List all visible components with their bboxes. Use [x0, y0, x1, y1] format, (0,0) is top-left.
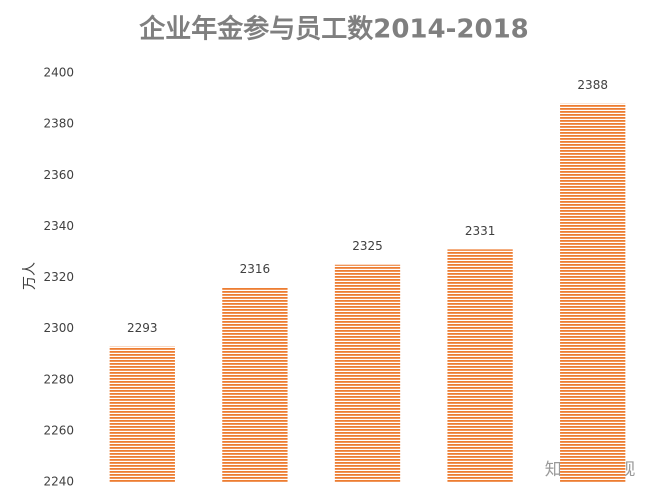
y-tick-label: 2340	[43, 219, 74, 233]
y-tick-label: 2300	[43, 321, 74, 335]
y-tick-label: 2320	[43, 270, 74, 284]
bar	[222, 287, 288, 482]
bar	[447, 249, 513, 482]
y-tick-label: 2240	[43, 475, 74, 489]
y-tick-label: 2360	[43, 168, 74, 182]
bar	[334, 264, 401, 482]
y-tick-label: 2380	[43, 117, 74, 131]
data-label: 2325	[352, 239, 383, 253]
data-label: 2316	[240, 262, 271, 276]
y-axis-label: 万人	[22, 262, 38, 290]
chart-title: 企业年金参与员工数2014-2018	[139, 14, 529, 45]
y-tick-label: 2400	[43, 66, 74, 80]
y-tick-label: 2280	[43, 372, 74, 386]
data-label: 2331	[465, 224, 496, 238]
bar	[560, 103, 626, 483]
data-label: 2388	[577, 78, 608, 92]
data-label: 2293	[127, 321, 158, 335]
y-tick-label: 2260	[43, 423, 74, 437]
bar	[109, 346, 175, 482]
